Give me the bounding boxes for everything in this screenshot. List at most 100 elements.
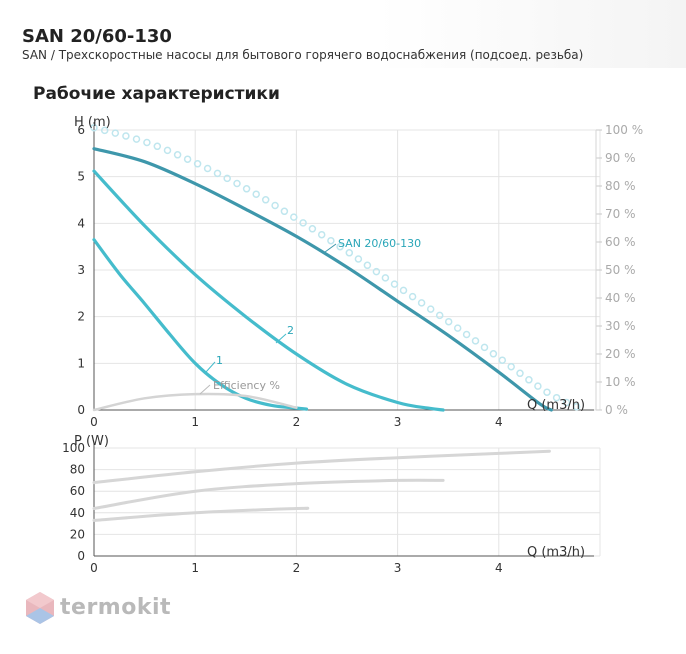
efficiency-dot [498,356,507,364]
efficiency-dot [299,219,307,227]
x-tick-label: 0 [90,561,98,575]
y2-tick-label: 50 % [605,263,636,277]
x-tick-label: 1 [191,415,199,429]
efficiency-dot [372,267,381,276]
efficiency-dot [480,343,489,352]
efficiency-dot [153,142,162,151]
efficiency-dot [327,236,335,245]
efficiency-dot [100,126,109,135]
efficiency-dot [354,255,363,263]
x-tick-label: 2 [293,561,301,575]
y2-tick-label: 20 % [605,347,636,361]
power-curve-2 [92,478,445,510]
head-curve-4 [92,392,298,412]
efficiency-dot [193,160,202,168]
efficiency-dot [543,388,551,396]
y2-tick-label: 40 % [605,291,636,305]
y2-tick-label: 90 % [605,151,636,165]
efficiency-dot [233,179,241,188]
head-chart-series [90,123,581,412]
efficiency-dot [252,190,260,198]
y-tick-label: 3 [77,263,85,277]
efficiency-envelope-dots [90,123,581,411]
power-chart-grid [93,442,601,557]
y-tick-label: 80 [70,463,85,477]
power-chart-series [92,449,551,522]
efficiency-dot [435,311,444,320]
efficiency-dot [444,317,453,326]
y-tick-label: 60 [70,484,85,498]
efficiency-dot [408,292,417,301]
termokit-logo-icon [26,592,54,624]
head-curve-1 [92,147,553,412]
y2-tick-label: 100 % [605,123,643,137]
efficiency-dot [426,305,435,313]
efficiency-dot [489,350,498,358]
efficiency-dot [552,393,561,402]
x-tick-label: 3 [394,415,402,429]
efficiency-dot [213,169,222,178]
head-chart-grid [93,122,601,411]
y2-tick-label: 80 % [605,179,636,193]
efficiency-dot [132,135,141,143]
efficiency-dot [381,274,390,282]
annotation-leader [324,243,337,253]
y-tick-label: 1 [77,356,85,370]
x-axis-title: Q (m3/h) [527,545,585,560]
efficiency-dot [173,151,182,159]
efficiency-dot [111,129,120,137]
y-tick-label: 20 [70,527,85,541]
power-curve-3 [92,506,310,522]
efficiency-dot [317,230,326,239]
efficiency-dot [308,225,317,233]
y2-tick-label: 70 % [605,207,636,221]
y-tick-label: 0 [77,403,85,417]
y-tick-label: 5 [77,170,85,184]
y-tick-label: 2 [77,310,85,324]
power-curve-1 [92,449,551,485]
y2-tick-label: 0 % [605,403,628,417]
efficiency-dot [242,185,251,193]
efficiency-dot [345,249,354,257]
efficiency-dot [516,369,524,378]
y-tick-label: 6 [77,123,85,137]
y-tick-label: 40 [70,506,85,520]
efficiency-dot [163,146,172,155]
product-subtitle: SAN / Трехскоростные насосы для бытового… [22,48,584,62]
efficiency-dot [271,201,279,210]
efficiency-dot [336,242,344,251]
efficiency-label: Efficiency % [213,379,280,392]
y-axis-title: H (m) [74,115,111,130]
efficiency-dot [507,362,515,371]
y-axis-title: P (W) [74,434,109,449]
efficiency-dot [562,398,571,407]
x-tick-label: 0 [90,415,98,429]
y2-tick-label: 60 % [605,235,636,249]
annotation-leader [205,361,216,373]
efficiency-dot [183,155,192,163]
head-curve-3 [92,238,309,411]
annotation-leader [275,333,287,344]
efficiency-dot [90,123,98,132]
efficiency-dot [471,337,480,345]
chart-annotations: H (m) Q (m3/h) P (W) Q (m3/h) SAN 20/60-130 2… [74,115,585,560]
head-curve-2 [92,169,445,412]
efficiency-dot [399,286,408,295]
curve-label-2: 2 [287,324,294,337]
efficiency-dot [525,376,533,384]
efficiency-dot [462,330,471,339]
efficiency-dot [363,261,372,270]
efficiency-dot [572,402,581,411]
y-tick-label: 0 [77,549,85,563]
efficiency-dot [223,174,231,183]
x-axis-title: Q (m3/h) [527,398,585,413]
y2-tick-label: 30 % [605,319,636,333]
efficiency-dot [290,213,298,221]
efficiency-dot [122,132,130,140]
header-band [0,0,686,68]
x-tick-label: 3 [394,561,402,575]
section-title: Рабочие характеристики [33,84,280,104]
y-tick-label: 100 [62,441,85,455]
